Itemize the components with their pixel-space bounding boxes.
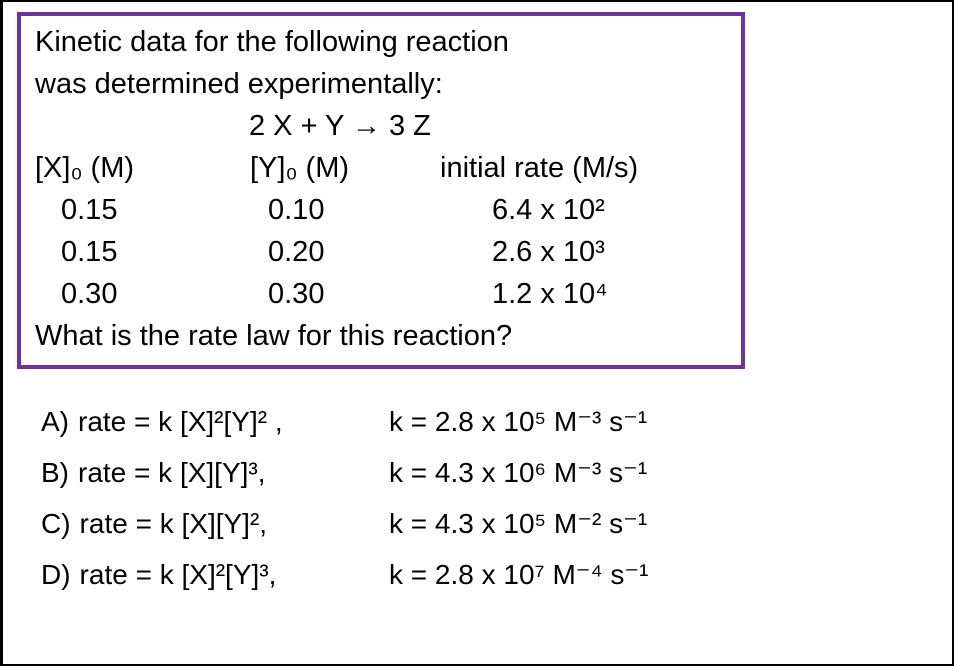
table-cell-y-row3: 0.30 (268, 278, 325, 310)
answer-a-k-value: k = 2.8 x 10⁵ M⁻³ s⁻¹ (389, 406, 648, 437)
column-header-x0: [X]₀ (M) (35, 152, 135, 184)
answer-c-rate-law: C) rate = k [X][Y]², (41, 498, 389, 549)
answer-options: A) rate = k [X]²[Y]² , k = 2.8 x 10⁵ M⁻³ … (17, 396, 952, 600)
answer-option-d: D) rate = k [X]²[Y]³, k = 2.8 x 10⁷ M⁻⁴ s… (41, 549, 952, 600)
answer-a-rate-law: A) rate = k [X]²[Y]² , (41, 396, 389, 447)
column-header-y0: [Y]₀ (M) (250, 152, 350, 184)
answer-d-label: D) (41, 559, 71, 590)
table-cell-y-row2: 0.20 (268, 236, 325, 268)
intro-line-2: was determined experimentally: (35, 68, 443, 100)
question-box: Kinetic data for the following reaction … (17, 12, 745, 369)
table-cell-x-row1: 0.15 (61, 194, 118, 226)
answer-b-rate-law: B) rate = k [X][Y]³, (41, 447, 389, 498)
table-cell-rate-row3: 1.2 x 10⁴ (492, 278, 608, 310)
answer-b-rate-expression: rate = k [X][Y]³, (78, 457, 266, 488)
column-header-initial-rate: initial rate (M/s) (440, 152, 639, 184)
answer-d-k-value: k = 2.8 x 10⁷ M⁻⁴ s⁻¹ (389, 559, 649, 590)
table-cell-rate-row2: 2.6 x 10³ (492, 236, 605, 268)
table-cell-x-row2: 0.15 (61, 236, 118, 268)
answer-c-label: C) (41, 508, 71, 539)
intro-line-1: Kinetic data for the following reaction (35, 26, 509, 58)
answer-c-rate-expression: rate = k [X][Y]², (79, 508, 268, 539)
answer-d-rate-expression: rate = k [X]²[Y]³, (79, 559, 277, 590)
question-text: What is the rate law for this reaction? (35, 320, 513, 352)
answer-b-k-value: k = 4.3 x 10⁶ M⁻³ s⁻¹ (389, 457, 648, 488)
table-cell-rate-row1: 6.4 x 10² (492, 194, 605, 226)
answer-option-a: A) rate = k [X]²[Y]² , k = 2.8 x 10⁵ M⁻³ … (41, 396, 952, 447)
answer-b-label: B) (41, 457, 69, 488)
answer-option-c: C) rate = k [X][Y]², k = 4.3 x 10⁵ M⁻² s⁻… (41, 498, 952, 549)
reaction-equation: 2 X + Y → 3 Z (249, 110, 431, 142)
table-cell-y-row1: 0.10 (268, 194, 325, 226)
answer-a-rate-expression: rate = k [X]²[Y]² , (78, 406, 283, 437)
answer-option-b: B) rate = k [X][Y]³, k = 4.3 x 10⁶ M⁻³ s⁻… (41, 447, 952, 498)
kinetic-data-table: [X]₀ (M) [Y]₀ (M) initial rate (M/s) 0.1… (35, 147, 731, 315)
answer-a-label: A) (41, 406, 69, 437)
answer-d-rate-law: D) rate = k [X]²[Y]³, (41, 549, 389, 600)
table-cell-x-row3: 0.30 (61, 278, 118, 310)
answer-c-k-value: k = 4.3 x 10⁵ M⁻² s⁻¹ (389, 508, 648, 539)
